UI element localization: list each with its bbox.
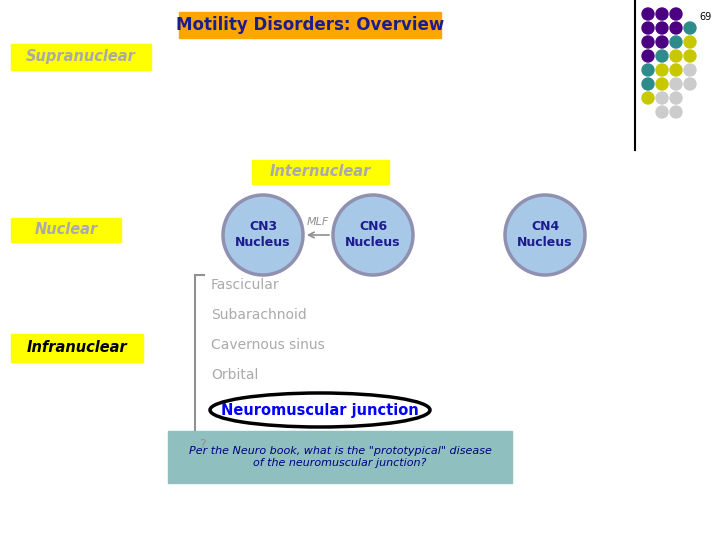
Circle shape [684, 50, 696, 62]
Circle shape [670, 36, 682, 48]
Circle shape [656, 64, 668, 76]
Text: ?: ? [199, 438, 206, 451]
FancyBboxPatch shape [11, 334, 143, 362]
Circle shape [670, 64, 682, 76]
Circle shape [642, 78, 654, 90]
Circle shape [684, 64, 696, 76]
Circle shape [642, 36, 654, 48]
Circle shape [333, 195, 413, 275]
Text: MLF: MLF [307, 217, 329, 227]
Circle shape [642, 92, 654, 104]
Circle shape [684, 36, 696, 48]
Circle shape [656, 78, 668, 90]
Text: Infranuclear: Infranuclear [27, 341, 127, 355]
Circle shape [505, 195, 585, 275]
Circle shape [684, 78, 696, 90]
FancyBboxPatch shape [168, 431, 512, 483]
Circle shape [656, 8, 668, 20]
Circle shape [670, 92, 682, 104]
Text: Internuclear: Internuclear [269, 165, 371, 179]
Text: 69: 69 [700, 12, 712, 22]
FancyBboxPatch shape [11, 218, 121, 242]
Circle shape [670, 78, 682, 90]
Circle shape [656, 36, 668, 48]
Text: Nuclear: Nuclear [35, 222, 98, 238]
FancyBboxPatch shape [11, 44, 151, 70]
Text: Motility Disorders: Overview: Motility Disorders: Overview [176, 16, 444, 34]
Circle shape [684, 22, 696, 34]
FancyBboxPatch shape [179, 12, 441, 38]
Text: Cavernous sinus: Cavernous sinus [211, 338, 325, 352]
Circle shape [656, 50, 668, 62]
Text: CN3
Nucleus: CN3 Nucleus [235, 220, 291, 249]
Text: Subarachnoid: Subarachnoid [211, 308, 307, 322]
Circle shape [656, 106, 668, 118]
FancyBboxPatch shape [251, 160, 389, 184]
Circle shape [670, 50, 682, 62]
Circle shape [656, 92, 668, 104]
Text: Orbital: Orbital [211, 368, 258, 382]
Circle shape [670, 106, 682, 118]
Text: CN6
Nucleus: CN6 Nucleus [346, 220, 401, 249]
Ellipse shape [210, 393, 430, 427]
Text: Fascicular: Fascicular [211, 278, 279, 292]
Text: Supranuclear: Supranuclear [26, 50, 136, 64]
Circle shape [642, 8, 654, 20]
Text: CN4
Nucleus: CN4 Nucleus [517, 220, 572, 249]
Circle shape [670, 8, 682, 20]
Circle shape [656, 22, 668, 34]
Circle shape [642, 50, 654, 62]
Text: Per the Neuro book, what is the "prototypical" disease
of the neuromuscular junc: Per the Neuro book, what is the "prototy… [189, 446, 492, 468]
Circle shape [642, 22, 654, 34]
Circle shape [642, 64, 654, 76]
Circle shape [223, 195, 303, 275]
Text: Neuromuscular junction: Neuromuscular junction [221, 402, 419, 417]
Circle shape [670, 22, 682, 34]
